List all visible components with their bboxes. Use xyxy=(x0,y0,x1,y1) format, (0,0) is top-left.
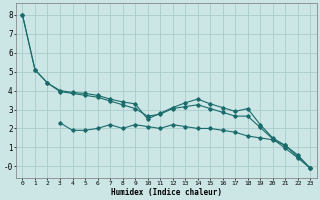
X-axis label: Humidex (Indice chaleur): Humidex (Indice chaleur) xyxy=(111,188,222,197)
